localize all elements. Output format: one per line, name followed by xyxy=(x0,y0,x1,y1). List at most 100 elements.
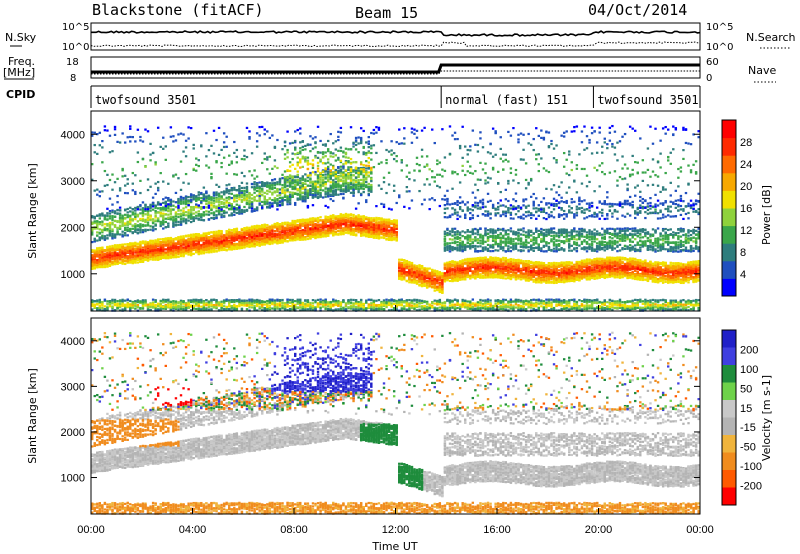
power-cell xyxy=(299,193,302,196)
power-cell xyxy=(179,218,183,221)
power-cell xyxy=(136,128,140,131)
power-cell xyxy=(103,227,107,230)
power-cell xyxy=(167,203,170,206)
power-cell xyxy=(189,213,193,216)
power-cell xyxy=(134,218,137,221)
power-cell xyxy=(278,177,282,180)
power-cell xyxy=(215,247,218,250)
power-cell xyxy=(121,221,124,224)
power-cell xyxy=(113,235,117,238)
power-cell xyxy=(159,308,162,311)
power-cell xyxy=(202,219,206,222)
power-cell xyxy=(291,301,294,304)
power-cell xyxy=(250,241,254,245)
power-cell xyxy=(151,305,155,309)
power-cell xyxy=(296,151,299,155)
power-cell xyxy=(248,130,251,133)
power-cell xyxy=(220,191,223,194)
power-cell xyxy=(225,172,228,175)
power-cell xyxy=(111,223,114,226)
power-cell xyxy=(243,238,246,241)
power-cell xyxy=(273,197,277,200)
power-cell xyxy=(123,184,127,187)
power-cell xyxy=(154,216,157,219)
power-cell xyxy=(301,200,305,203)
power-cell xyxy=(197,250,200,253)
power-cell xyxy=(212,248,216,251)
power-cell xyxy=(174,220,178,223)
power-cell xyxy=(301,175,305,178)
power-cell xyxy=(118,189,122,192)
power-cell xyxy=(106,212,109,215)
power-cell xyxy=(299,232,302,235)
power-cell xyxy=(192,205,195,209)
power-cell xyxy=(220,148,223,152)
power-cell xyxy=(294,203,297,206)
power-cell xyxy=(154,303,157,307)
power-cell xyxy=(111,251,114,255)
power-cell xyxy=(230,204,233,207)
power-cell xyxy=(258,185,261,188)
power-cell xyxy=(253,198,256,201)
power-cell xyxy=(121,233,124,236)
power-cell xyxy=(294,236,297,239)
power-cell xyxy=(141,207,145,210)
power-cell xyxy=(316,185,320,188)
power-cell xyxy=(294,179,297,182)
power-cell xyxy=(228,299,231,302)
power-cell xyxy=(174,205,178,209)
power-cell xyxy=(179,215,183,218)
power-cell xyxy=(273,299,277,302)
power-cell xyxy=(286,169,289,172)
power-cell xyxy=(255,303,259,306)
power-cell xyxy=(179,214,183,217)
power-cell xyxy=(240,196,244,199)
power-cell xyxy=(228,233,231,236)
power-cell xyxy=(217,303,221,306)
power-cell xyxy=(215,240,218,243)
power-cell xyxy=(131,302,134,305)
power-cell xyxy=(306,174,310,177)
power-cell xyxy=(314,223,317,226)
power-cell xyxy=(278,233,282,236)
power-cell xyxy=(286,196,289,199)
power-cell xyxy=(156,253,160,256)
power-cell xyxy=(301,157,305,160)
power-cell xyxy=(172,304,175,307)
power-cell xyxy=(177,250,180,253)
power-cell xyxy=(210,231,213,234)
power-cell xyxy=(141,258,145,261)
cpid-segment-label: twofsound 3501 xyxy=(597,93,698,107)
power-cell xyxy=(220,241,223,245)
power-cell xyxy=(139,219,142,222)
power-cell xyxy=(296,306,299,309)
power-cell xyxy=(189,251,193,254)
power-cell xyxy=(235,231,239,234)
power-cell xyxy=(250,302,254,305)
power-cell xyxy=(268,239,272,242)
power-cell xyxy=(131,211,134,214)
power-cell xyxy=(250,239,254,242)
power-cell xyxy=(230,238,233,241)
power-cell xyxy=(304,191,307,194)
power-cell xyxy=(248,170,251,173)
power-cell xyxy=(286,203,289,206)
power-cell xyxy=(316,217,320,220)
power-cell xyxy=(278,181,282,184)
power-cell xyxy=(195,211,198,214)
power-cell xyxy=(301,191,305,194)
power-cell xyxy=(240,238,244,241)
power-cell xyxy=(288,202,292,206)
power-cell xyxy=(167,216,170,219)
power-cell xyxy=(192,194,195,197)
power-cell xyxy=(271,226,274,230)
power-cell xyxy=(103,214,107,217)
power-cell xyxy=(286,228,289,231)
power-cell xyxy=(296,228,299,231)
power-cell xyxy=(169,305,173,308)
power-cell xyxy=(248,191,251,195)
power-cell xyxy=(271,202,274,205)
power-cell xyxy=(182,236,185,240)
power-cell xyxy=(182,214,185,217)
power-cell xyxy=(268,242,272,246)
